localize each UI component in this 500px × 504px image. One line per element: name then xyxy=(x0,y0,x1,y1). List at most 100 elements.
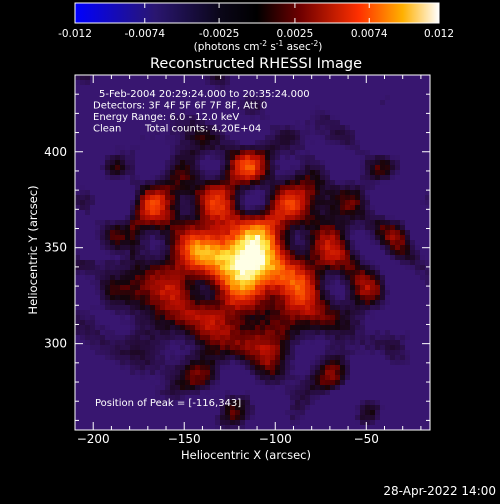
heatmap-pixel xyxy=(370,175,375,180)
heatmap-pixel xyxy=(180,205,185,210)
heatmap-pixel xyxy=(355,350,360,355)
heatmap-pixel xyxy=(115,255,120,260)
heatmap-pixel xyxy=(115,320,120,325)
heatmap-pixel xyxy=(110,360,115,365)
heatmap-pixel xyxy=(265,280,270,285)
heatmap-pixel xyxy=(280,190,285,195)
heatmap-pixel xyxy=(315,230,320,235)
heatmap-pixel xyxy=(90,345,95,350)
heatmap-pixel xyxy=(130,205,135,210)
heatmap-pixel xyxy=(410,365,415,370)
heatmap-pixel xyxy=(350,240,355,245)
heatmap-pixel xyxy=(290,175,295,180)
heatmap-pixel xyxy=(200,190,205,195)
heatmap-pixel xyxy=(345,165,350,170)
heatmap-pixel xyxy=(295,115,300,120)
heatmap-pixel xyxy=(240,180,245,185)
heatmap-pixel xyxy=(370,265,375,270)
heatmap-pixel xyxy=(380,110,385,115)
heatmap-pixel xyxy=(95,350,100,355)
heatmap-pixel xyxy=(325,410,330,415)
heatmap-pixel xyxy=(340,260,345,265)
heatmap-pixel xyxy=(345,110,350,115)
heatmap-pixel xyxy=(250,190,255,195)
heatmap-pixel xyxy=(240,305,245,310)
heatmap-pixel xyxy=(400,405,405,410)
heatmap-pixel xyxy=(310,285,315,290)
heatmap-pixel xyxy=(275,75,280,80)
heatmap-pixel xyxy=(335,120,340,125)
heatmap-pixel xyxy=(265,320,270,325)
heatmap-pixel xyxy=(350,140,355,145)
heatmap-pixel xyxy=(175,355,180,360)
heatmap-pixel xyxy=(245,380,250,385)
heatmap-pixel xyxy=(200,210,205,215)
heatmap-pixel xyxy=(215,345,220,350)
heatmap-pixel xyxy=(225,220,230,225)
heatmap-pixel xyxy=(235,295,240,300)
heatmap-pixel xyxy=(325,200,330,205)
heatmap-pixel xyxy=(325,165,330,170)
heatmap-pixel xyxy=(365,265,370,270)
heatmap-pixel xyxy=(335,160,340,165)
heatmap-pixel xyxy=(415,280,420,285)
heatmap-pixel xyxy=(200,365,205,370)
heatmap-pixel xyxy=(415,250,420,255)
heatmap-pixel xyxy=(275,275,280,280)
heatmap-pixel xyxy=(230,140,235,145)
heatmap-pixel xyxy=(225,225,230,230)
heatmap-pixel xyxy=(260,140,265,145)
heatmap-pixel xyxy=(75,220,80,225)
heatmap-pixel xyxy=(90,215,95,220)
heatmap-pixel xyxy=(115,280,120,285)
heatmap-pixel xyxy=(295,130,300,135)
heatmap-pixel xyxy=(100,75,105,80)
heatmap-pixel xyxy=(130,240,135,245)
heatmap-pixel xyxy=(215,185,220,190)
heatmap-pixel xyxy=(355,415,360,420)
heatmap-pixel xyxy=(200,415,205,420)
heatmap-pixel xyxy=(255,80,260,85)
heatmap-pixel xyxy=(310,120,315,125)
heatmap-pixel xyxy=(245,275,250,280)
heatmap-pixel xyxy=(120,150,125,155)
heatmap-pixel xyxy=(190,75,195,80)
heatmap-pixel xyxy=(190,170,195,175)
heatmap-pixel xyxy=(260,405,265,410)
heatmap-pixel xyxy=(80,160,85,165)
heatmap-pixel xyxy=(350,330,355,335)
heatmap-pixel xyxy=(410,245,415,250)
heatmap-pixel xyxy=(300,350,305,355)
heatmap-pixel xyxy=(290,215,295,220)
heatmap-pixel xyxy=(200,355,205,360)
heatmap-pixel xyxy=(185,365,190,370)
heatmap-pixel xyxy=(420,260,425,265)
heatmap-pixel xyxy=(370,400,375,405)
heatmap-pixel xyxy=(265,130,270,135)
heatmap-pixel xyxy=(185,220,190,225)
heatmap-pixel xyxy=(165,415,170,420)
heatmap-pixel xyxy=(345,385,350,390)
heatmap-pixel xyxy=(75,395,80,400)
heatmap-pixel xyxy=(155,375,160,380)
heatmap-pixel xyxy=(345,250,350,255)
heatmap-pixel xyxy=(350,375,355,380)
heatmap-pixel xyxy=(135,230,140,235)
heatmap-pixel xyxy=(175,360,180,365)
heatmap-pixel xyxy=(335,380,340,385)
heatmap-pixel xyxy=(285,175,290,180)
heatmap-pixel xyxy=(415,420,420,425)
heatmap-pixel xyxy=(85,310,90,315)
heatmap-pixel xyxy=(225,145,230,150)
heatmap-pixel xyxy=(355,175,360,180)
heatmap-pixel xyxy=(250,240,255,245)
heatmap-pixel xyxy=(340,310,345,315)
heatmap-pixel xyxy=(310,370,315,375)
heatmap-pixel xyxy=(290,185,295,190)
heatmap-pixel xyxy=(90,420,95,425)
heatmap-pixel xyxy=(155,390,160,395)
heatmap-pixel xyxy=(220,170,225,175)
heatmap-pixel xyxy=(380,195,385,200)
heatmap-pixel xyxy=(230,165,235,170)
heatmap-pixel xyxy=(345,420,350,425)
